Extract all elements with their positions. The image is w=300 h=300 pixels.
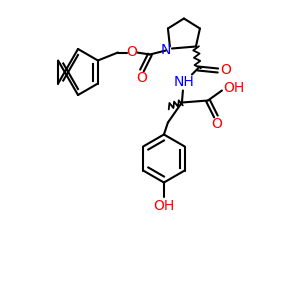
Text: O: O	[212, 118, 222, 131]
Text: OH: OH	[153, 199, 175, 212]
Text: O: O	[220, 64, 231, 77]
Text: NH: NH	[173, 76, 194, 89]
Text: OH: OH	[223, 82, 244, 95]
Text: O: O	[127, 46, 137, 59]
Text: N: N	[161, 43, 171, 56]
Text: O: O	[136, 71, 147, 85]
